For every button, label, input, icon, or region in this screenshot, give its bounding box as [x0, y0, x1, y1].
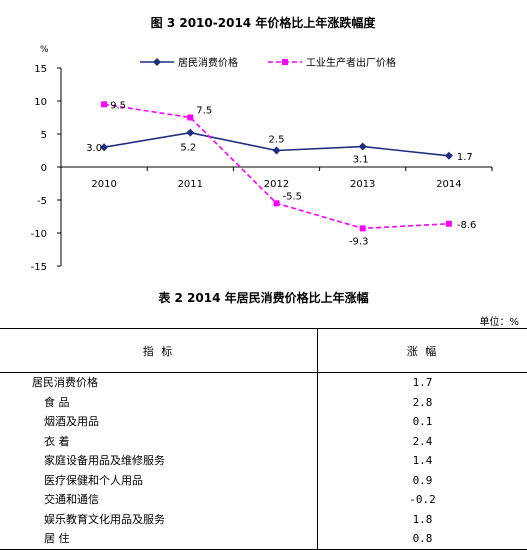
series-2-data-label: -5.5	[283, 191, 303, 202]
legend-swatch-marker	[282, 59, 288, 65]
series-1-point	[358, 142, 367, 151]
series-1-point	[100, 143, 109, 152]
row-value: 0.9	[412, 473, 433, 487]
series-line-2	[103, 103, 449, 230]
table-title: 表 2 2014 年居民消费价格比上年涨幅	[158, 291, 369, 305]
row-name: 娱乐教育文化用品及服务	[0, 509, 318, 529]
y-tick-label: -5	[37, 196, 47, 207]
price-change-chart: 图 3 2010-2014 年价格比上年涨跌幅度% 15 10 5 0 -5 -10 -15 2…	[31, 15, 493, 273]
y-tick-label: 15	[34, 64, 47, 75]
row-name: 医疗保健和个人用品	[0, 470, 318, 490]
legend-swatch-marker	[153, 58, 161, 66]
table-row: 医疗保健和个人用品 0.9	[0, 470, 527, 490]
y-tick-label: -10	[31, 229, 47, 240]
series-2-data-label: 9.5	[110, 100, 126, 111]
legend-label: 居民消费价格	[178, 56, 238, 69]
row-value: 0.8	[317, 529, 527, 550]
y-tick-label: 10	[34, 97, 47, 108]
row-value: 1.8	[412, 512, 433, 526]
series-1-data-label: 1.7	[457, 152, 473, 163]
x-tick-label: 2010	[91, 179, 116, 190]
chart-title: 图 3 2010-2014 年价格比上年涨跌幅度	[151, 15, 377, 30]
series-2-data-label: -8.6	[457, 220, 477, 231]
series-2-point	[359, 225, 366, 232]
table-row: 食 品 2.8	[0, 392, 527, 412]
series-1-data-label: 3.1	[353, 155, 369, 166]
row-name: 衣 着	[0, 431, 318, 451]
series-2-data-label: 7.5	[196, 106, 212, 117]
row-value: 0.1	[412, 415, 433, 428]
table-row: 烟酒及用品 0.1	[0, 412, 527, 432]
table-row: 娱乐教育文化用品及服务 1.8	[0, 509, 527, 529]
table-row: 居民消费价格 1.7	[0, 372, 527, 393]
header-increase: 涨 幅	[317, 328, 527, 373]
row-value: 1.7	[412, 376, 433, 389]
table-header-row: 指 标 涨 幅	[0, 328, 527, 373]
x-tick-label: 2014	[436, 179, 461, 190]
series-2-point	[187, 114, 194, 121]
table-row: 衣 着 2.4	[0, 431, 527, 451]
series-1-data-label: 2.5	[269, 135, 285, 146]
header-indicator: 指 标	[0, 328, 318, 373]
series-2-point	[445, 220, 452, 227]
row-name: 居民消费价格	[0, 372, 318, 393]
series-2-point	[273, 200, 280, 207]
row-name: 交通和通信	[0, 490, 318, 510]
row-name: 食 品	[0, 392, 318, 412]
row-value: -0.2	[409, 493, 436, 506]
row-name: 居 住	[0, 529, 318, 550]
y-tick-label: 0	[41, 163, 47, 174]
series-2-data-label: -9.3	[349, 236, 369, 247]
legend-label: 工业生产者出厂价格	[306, 56, 396, 69]
series-2-point	[101, 101, 108, 108]
row-value: 2.4	[412, 434, 433, 448]
series-1-data-label: 3.0	[86, 143, 102, 154]
table-row: 交通和通信 -0.2	[0, 490, 527, 510]
row-value: 2.8	[412, 395, 433, 409]
x-tick-label: 2013	[350, 179, 375, 190]
table-row: 居 住 0.8	[0, 529, 527, 550]
series-1-data-label: 5.2	[180, 143, 196, 154]
series-1-point	[444, 151, 453, 160]
price-table: 指 标 涨 幅 居民消费价格 1.7 食 品 2.8 烟酒及用品 0.1 衣 着…	[0, 328, 527, 550]
y-tick-label: 5	[41, 130, 47, 141]
x-tick-label: 2012	[264, 179, 289, 190]
row-value: 1.4	[412, 454, 433, 467]
row-name: 烟酒及用品	[0, 412, 318, 432]
table-row: 家庭设备用品及维修服务 1.4	[0, 451, 527, 471]
y-tick-label: -15	[31, 262, 47, 273]
series-1-point	[186, 128, 195, 137]
x-tick-label: 2011	[178, 179, 203, 190]
y-axis-unit: %	[40, 45, 49, 55]
series-1-point	[272, 146, 281, 155]
row-name: 家庭设备用品及维修服务	[0, 451, 318, 471]
table-unit: 单位：%	[479, 317, 519, 328]
